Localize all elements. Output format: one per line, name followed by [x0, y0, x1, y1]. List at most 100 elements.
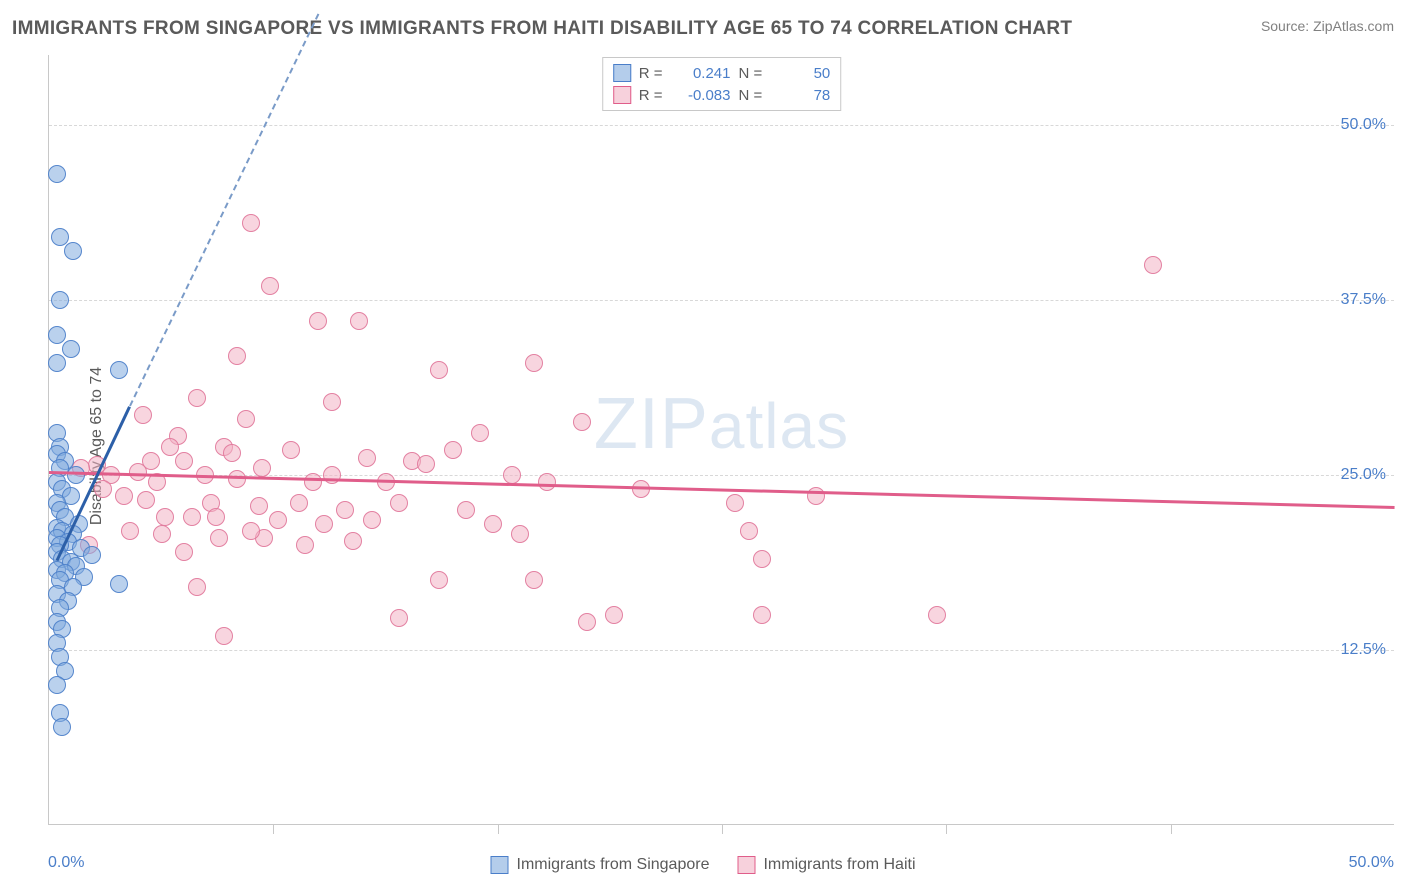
data-point-haiti	[573, 413, 591, 431]
gridline-h	[49, 650, 1394, 651]
data-point-haiti	[538, 473, 556, 491]
legend-item-haiti: Immigrants from Haiti	[737, 856, 915, 874]
x-tick	[1171, 824, 1172, 834]
data-point-haiti	[511, 525, 529, 543]
data-point-haiti	[261, 277, 279, 295]
data-point-haiti	[137, 491, 155, 509]
data-point-singapore	[110, 361, 128, 379]
legend-label-singapore: Immigrants from Singapore	[517, 856, 710, 874]
data-point-haiti	[153, 525, 171, 543]
data-point-haiti	[457, 501, 475, 519]
data-point-haiti	[309, 312, 327, 330]
data-point-haiti	[471, 424, 489, 442]
data-point-haiti	[183, 508, 201, 526]
data-point-singapore	[48, 354, 66, 372]
data-point-haiti	[484, 515, 502, 533]
y-tick-label: 50.0%	[1341, 116, 1386, 134]
y-tick-label: 25.0%	[1341, 466, 1386, 484]
data-point-haiti	[358, 449, 376, 467]
data-point-haiti	[188, 389, 206, 407]
n-value-pink: 78	[770, 87, 830, 104]
x-tick	[498, 824, 499, 834]
data-point-haiti	[188, 578, 206, 596]
data-point-haiti	[807, 487, 825, 505]
data-point-haiti	[430, 571, 448, 589]
r-label: R =	[639, 65, 663, 82]
data-point-haiti	[242, 214, 260, 232]
data-point-singapore	[51, 228, 69, 246]
data-point-singapore	[48, 676, 66, 694]
data-point-haiti	[1144, 256, 1162, 274]
stats-legend: R = 0.241 N = 50 R = -0.083 N = 78	[602, 57, 842, 111]
data-point-haiti	[223, 444, 241, 462]
chart-container: IMMIGRANTS FROM SINGAPORE VS IMMIGRANTS …	[0, 0, 1406, 892]
data-point-haiti	[390, 494, 408, 512]
data-point-haiti	[94, 480, 112, 498]
data-point-haiti	[928, 606, 946, 624]
data-point-singapore	[53, 718, 71, 736]
data-point-haiti	[753, 550, 771, 568]
legend-item-singapore: Immigrants from Singapore	[491, 856, 710, 874]
x-tick	[273, 824, 274, 834]
header: IMMIGRANTS FROM SINGAPORE VS IMMIGRANTS …	[12, 18, 1394, 40]
watermark-suffix: atlas	[709, 390, 849, 462]
data-point-haiti	[525, 354, 543, 372]
stats-row-pink: R = -0.083 N = 78	[613, 84, 831, 106]
data-point-haiti	[753, 606, 771, 624]
data-point-haiti	[525, 571, 543, 589]
data-point-haiti	[315, 515, 333, 533]
trendline-singapore-dashed	[129, 14, 319, 407]
source-label: Source: ZipAtlas.com	[1261, 18, 1394, 34]
swatch-blue-icon	[613, 64, 631, 82]
data-point-haiti	[237, 410, 255, 428]
data-point-haiti	[228, 470, 246, 488]
data-point-singapore	[83, 546, 101, 564]
x-tick	[722, 824, 723, 834]
data-point-haiti	[336, 501, 354, 519]
plot-area: ZIPatlas R = 0.241 N = 50 R = -0.083 N =…	[48, 55, 1394, 825]
data-point-haiti	[726, 494, 744, 512]
data-point-singapore	[51, 291, 69, 309]
data-point-haiti	[296, 536, 314, 554]
data-point-haiti	[175, 543, 193, 561]
y-tick-label: 37.5%	[1341, 291, 1386, 309]
data-point-singapore	[48, 326, 66, 344]
data-point-haiti	[250, 497, 268, 515]
watermark-prefix: ZIP	[594, 384, 709, 464]
x-tick	[946, 824, 947, 834]
r-value-blue: 0.241	[671, 65, 731, 82]
data-point-haiti	[269, 511, 287, 529]
data-point-haiti	[578, 613, 596, 631]
data-point-haiti	[156, 508, 174, 526]
legend-label-haiti: Immigrants from Haiti	[763, 856, 915, 874]
stats-row-blue: R = 0.241 N = 50	[613, 62, 831, 84]
data-point-haiti	[175, 452, 193, 470]
swatch-blue-icon	[491, 856, 509, 874]
data-point-singapore	[62, 340, 80, 358]
data-point-haiti	[363, 511, 381, 529]
data-point-haiti	[282, 441, 300, 459]
data-point-haiti	[290, 494, 308, 512]
data-point-haiti	[417, 455, 435, 473]
r-label: R =	[639, 87, 663, 104]
data-point-haiti	[350, 312, 368, 330]
data-point-haiti	[253, 459, 271, 477]
data-point-haiti	[134, 406, 152, 424]
data-point-haiti	[215, 627, 233, 645]
x-axis-max-label: 50.0%	[1349, 854, 1394, 872]
n-value-blue: 50	[770, 65, 830, 82]
data-point-singapore	[64, 242, 82, 260]
data-point-haiti	[444, 441, 462, 459]
data-point-singapore	[67, 466, 85, 484]
data-point-haiti	[121, 522, 139, 540]
data-point-haiti	[304, 473, 322, 491]
data-point-haiti	[228, 347, 246, 365]
series-legend: Immigrants from Singapore Immigrants fro…	[491, 856, 916, 874]
data-point-haiti	[242, 522, 260, 540]
gridline-h	[49, 300, 1394, 301]
data-point-singapore	[48, 165, 66, 183]
swatch-pink-icon	[737, 856, 755, 874]
data-point-haiti	[210, 529, 228, 547]
r-value-pink: -0.083	[671, 87, 731, 104]
x-axis-min-label: 0.0%	[48, 854, 84, 872]
